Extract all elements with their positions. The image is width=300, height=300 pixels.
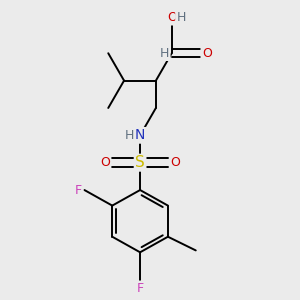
Text: F: F	[75, 184, 82, 196]
Text: H: H	[160, 47, 169, 60]
Text: O: O	[167, 11, 177, 24]
Text: S: S	[135, 155, 145, 170]
Text: F: F	[136, 282, 144, 295]
Text: N: N	[135, 128, 145, 142]
Text: H: H	[176, 11, 186, 24]
Text: O: O	[100, 156, 110, 169]
Text: O: O	[170, 156, 180, 169]
Text: O: O	[202, 47, 212, 60]
Text: H: H	[125, 129, 134, 142]
